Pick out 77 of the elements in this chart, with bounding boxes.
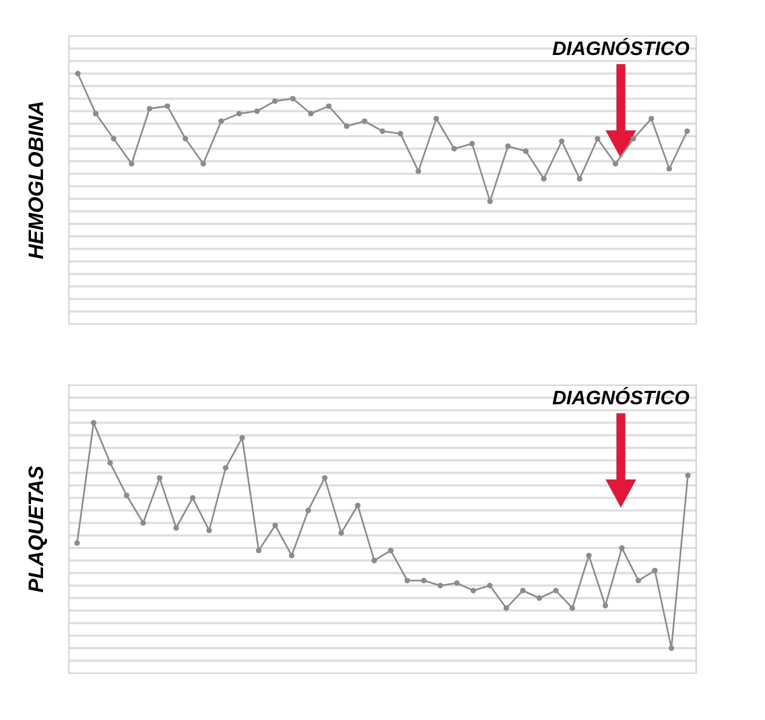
point bbox=[586, 552, 592, 558]
point bbox=[404, 578, 410, 584]
point bbox=[523, 148, 529, 154]
point bbox=[74, 540, 80, 546]
point bbox=[570, 605, 576, 611]
point bbox=[326, 103, 332, 109]
point bbox=[636, 578, 642, 584]
point bbox=[594, 136, 600, 142]
point bbox=[666, 166, 672, 172]
y-axis-title: HEMOGLOBINA bbox=[28, 102, 44, 259]
point bbox=[128, 160, 134, 166]
point bbox=[420, 578, 427, 584]
point bbox=[362, 118, 368, 124]
point bbox=[354, 502, 361, 508]
point bbox=[685, 472, 691, 478]
point bbox=[520, 588, 526, 594]
point bbox=[469, 140, 475, 146]
point bbox=[222, 465, 228, 471]
point bbox=[470, 588, 476, 594]
point bbox=[388, 548, 394, 554]
text: DIAGNÓSTICO bbox=[552, 38, 690, 56]
point bbox=[110, 136, 116, 142]
point bbox=[182, 136, 188, 142]
point bbox=[290, 96, 296, 102]
point bbox=[140, 520, 146, 526]
point bbox=[107, 460, 113, 466]
point bbox=[338, 530, 344, 536]
point bbox=[164, 103, 170, 109]
point bbox=[308, 110, 314, 116]
point bbox=[305, 508, 311, 514]
point bbox=[505, 143, 511, 149]
point bbox=[75, 70, 81, 76]
point bbox=[416, 168, 422, 174]
point bbox=[173, 525, 179, 531]
point bbox=[288, 552, 294, 558]
point bbox=[256, 548, 262, 554]
point bbox=[648, 116, 654, 122]
point bbox=[438, 582, 444, 588]
point bbox=[236, 110, 242, 116]
point bbox=[612, 160, 618, 166]
point bbox=[619, 545, 625, 551]
point bbox=[92, 110, 99, 116]
point bbox=[652, 568, 658, 574]
point bbox=[398, 130, 404, 136]
point bbox=[322, 475, 328, 481]
point bbox=[558, 138, 565, 144]
point bbox=[254, 108, 260, 114]
point bbox=[454, 580, 460, 586]
point bbox=[272, 522, 278, 528]
point bbox=[451, 146, 457, 152]
point bbox=[190, 495, 196, 501]
point bbox=[380, 128, 386, 134]
point bbox=[146, 106, 152, 112]
point bbox=[630, 136, 636, 142]
point bbox=[668, 645, 674, 651]
point bbox=[487, 198, 493, 204]
point bbox=[90, 420, 96, 426]
point bbox=[200, 160, 206, 166]
point bbox=[684, 128, 690, 134]
point bbox=[536, 595, 542, 601]
point bbox=[156, 475, 162, 481]
point bbox=[371, 558, 378, 564]
y-axis-title: PLAQUETAS bbox=[28, 466, 48, 592]
point bbox=[344, 123, 350, 129]
point bbox=[504, 605, 510, 611]
point bbox=[576, 176, 582, 182]
point bbox=[433, 116, 440, 122]
point bbox=[541, 176, 547, 182]
point bbox=[218, 118, 224, 124]
point bbox=[124, 492, 130, 498]
point bbox=[206, 528, 212, 534]
text: DIAGNÓSTICO bbox=[552, 387, 690, 404]
point bbox=[239, 435, 245, 441]
point bbox=[553, 588, 559, 594]
point bbox=[487, 582, 493, 588]
point bbox=[602, 602, 608, 608]
point bbox=[272, 98, 278, 104]
